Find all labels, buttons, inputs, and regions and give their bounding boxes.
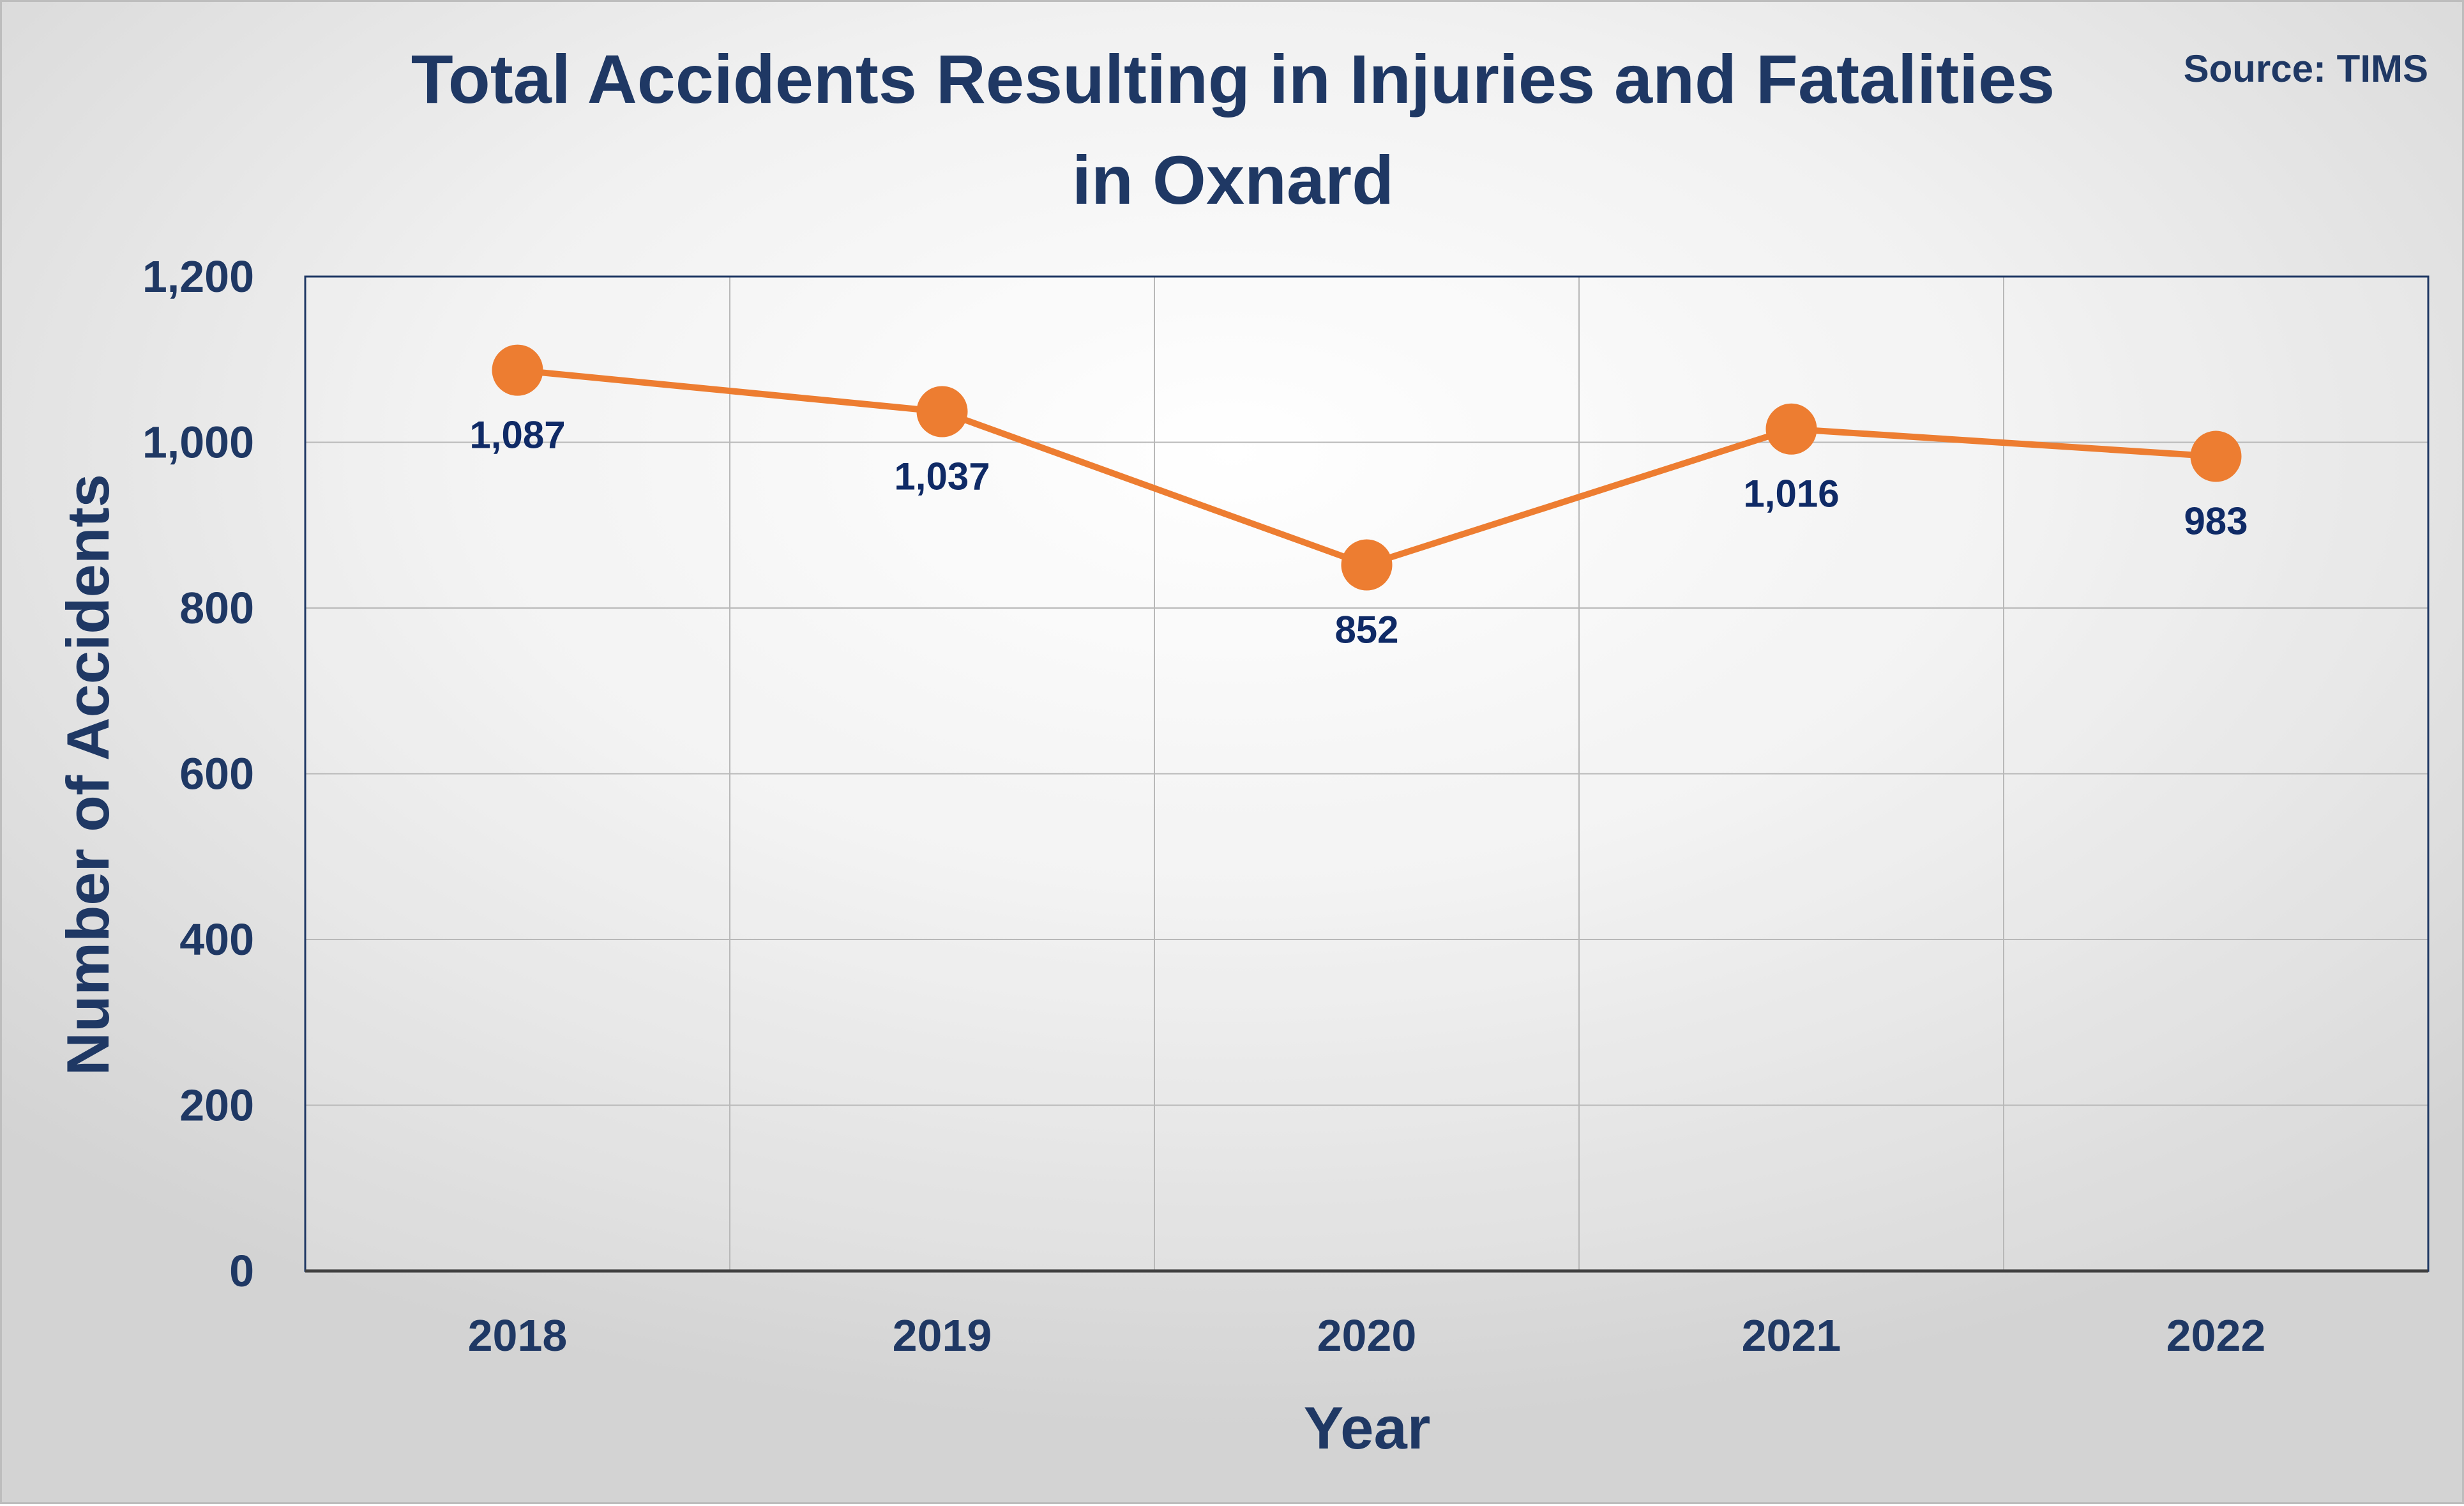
x-tick-label: 2019 xyxy=(893,1311,992,1360)
y-tick-label: 1,200 xyxy=(142,252,254,301)
data-point xyxy=(1765,403,1817,455)
data-point xyxy=(916,386,968,437)
data-label: 1,087 xyxy=(469,414,565,457)
chart-source: Source: TIMS xyxy=(2184,47,2428,90)
y-tick-label: 600 xyxy=(179,749,254,799)
y-tick-label: 400 xyxy=(179,915,254,964)
x-tick-label: 2020 xyxy=(1317,1311,1417,1360)
data-label: 852 xyxy=(1334,609,1398,651)
chart-title-line-1: Total Accidents Resulting in Injuries an… xyxy=(411,40,2055,118)
y-tick-label: 800 xyxy=(179,583,254,633)
data-point xyxy=(2190,430,2242,482)
data-label: 983 xyxy=(2184,500,2248,543)
y-tick-label: 1,000 xyxy=(142,418,254,468)
x-axis-title: Year xyxy=(1304,1394,1431,1461)
y-tick-label: 200 xyxy=(179,1081,254,1130)
x-tick-label: 2022 xyxy=(2166,1311,2266,1360)
y-tick-label: 0 xyxy=(229,1246,254,1296)
data-point xyxy=(492,344,543,396)
data-point xyxy=(1341,539,1393,591)
chart-title-line-2: in Oxnard xyxy=(1072,141,1394,218)
x-tick-label: 2021 xyxy=(1742,1311,1841,1360)
data-label: 1,016 xyxy=(1743,473,1839,515)
y-axis-title: Number of Accidents xyxy=(54,474,121,1076)
x-tick-label: 2018 xyxy=(468,1311,568,1360)
plot-area: 0 200 400 600 800 1,000 1,200 2018 2019 2020 2021 2… xyxy=(142,252,2430,1360)
data-label: 1,037 xyxy=(894,455,990,498)
